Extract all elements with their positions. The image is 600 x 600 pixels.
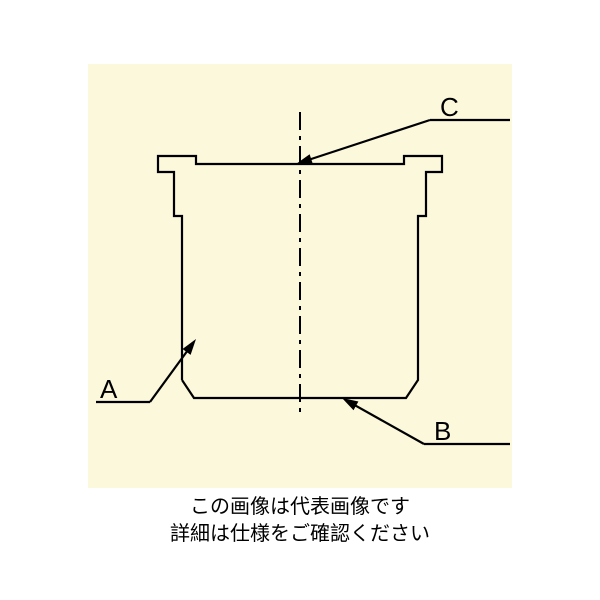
label-a-text: A bbox=[100, 374, 118, 404]
label-b-text: B bbox=[434, 416, 451, 446]
diagram-stage: A B C この画像は代表画像です 詳細は仕様をご確認ください bbox=[0, 0, 600, 600]
label-c-text: C bbox=[440, 92, 459, 122]
caption-line-2: 詳細は仕様をご確認ください bbox=[0, 521, 600, 548]
caption-line-1: この画像は代表画像です bbox=[0, 494, 600, 521]
caption: この画像は代表画像です 詳細は仕様をご確認ください bbox=[0, 494, 600, 548]
